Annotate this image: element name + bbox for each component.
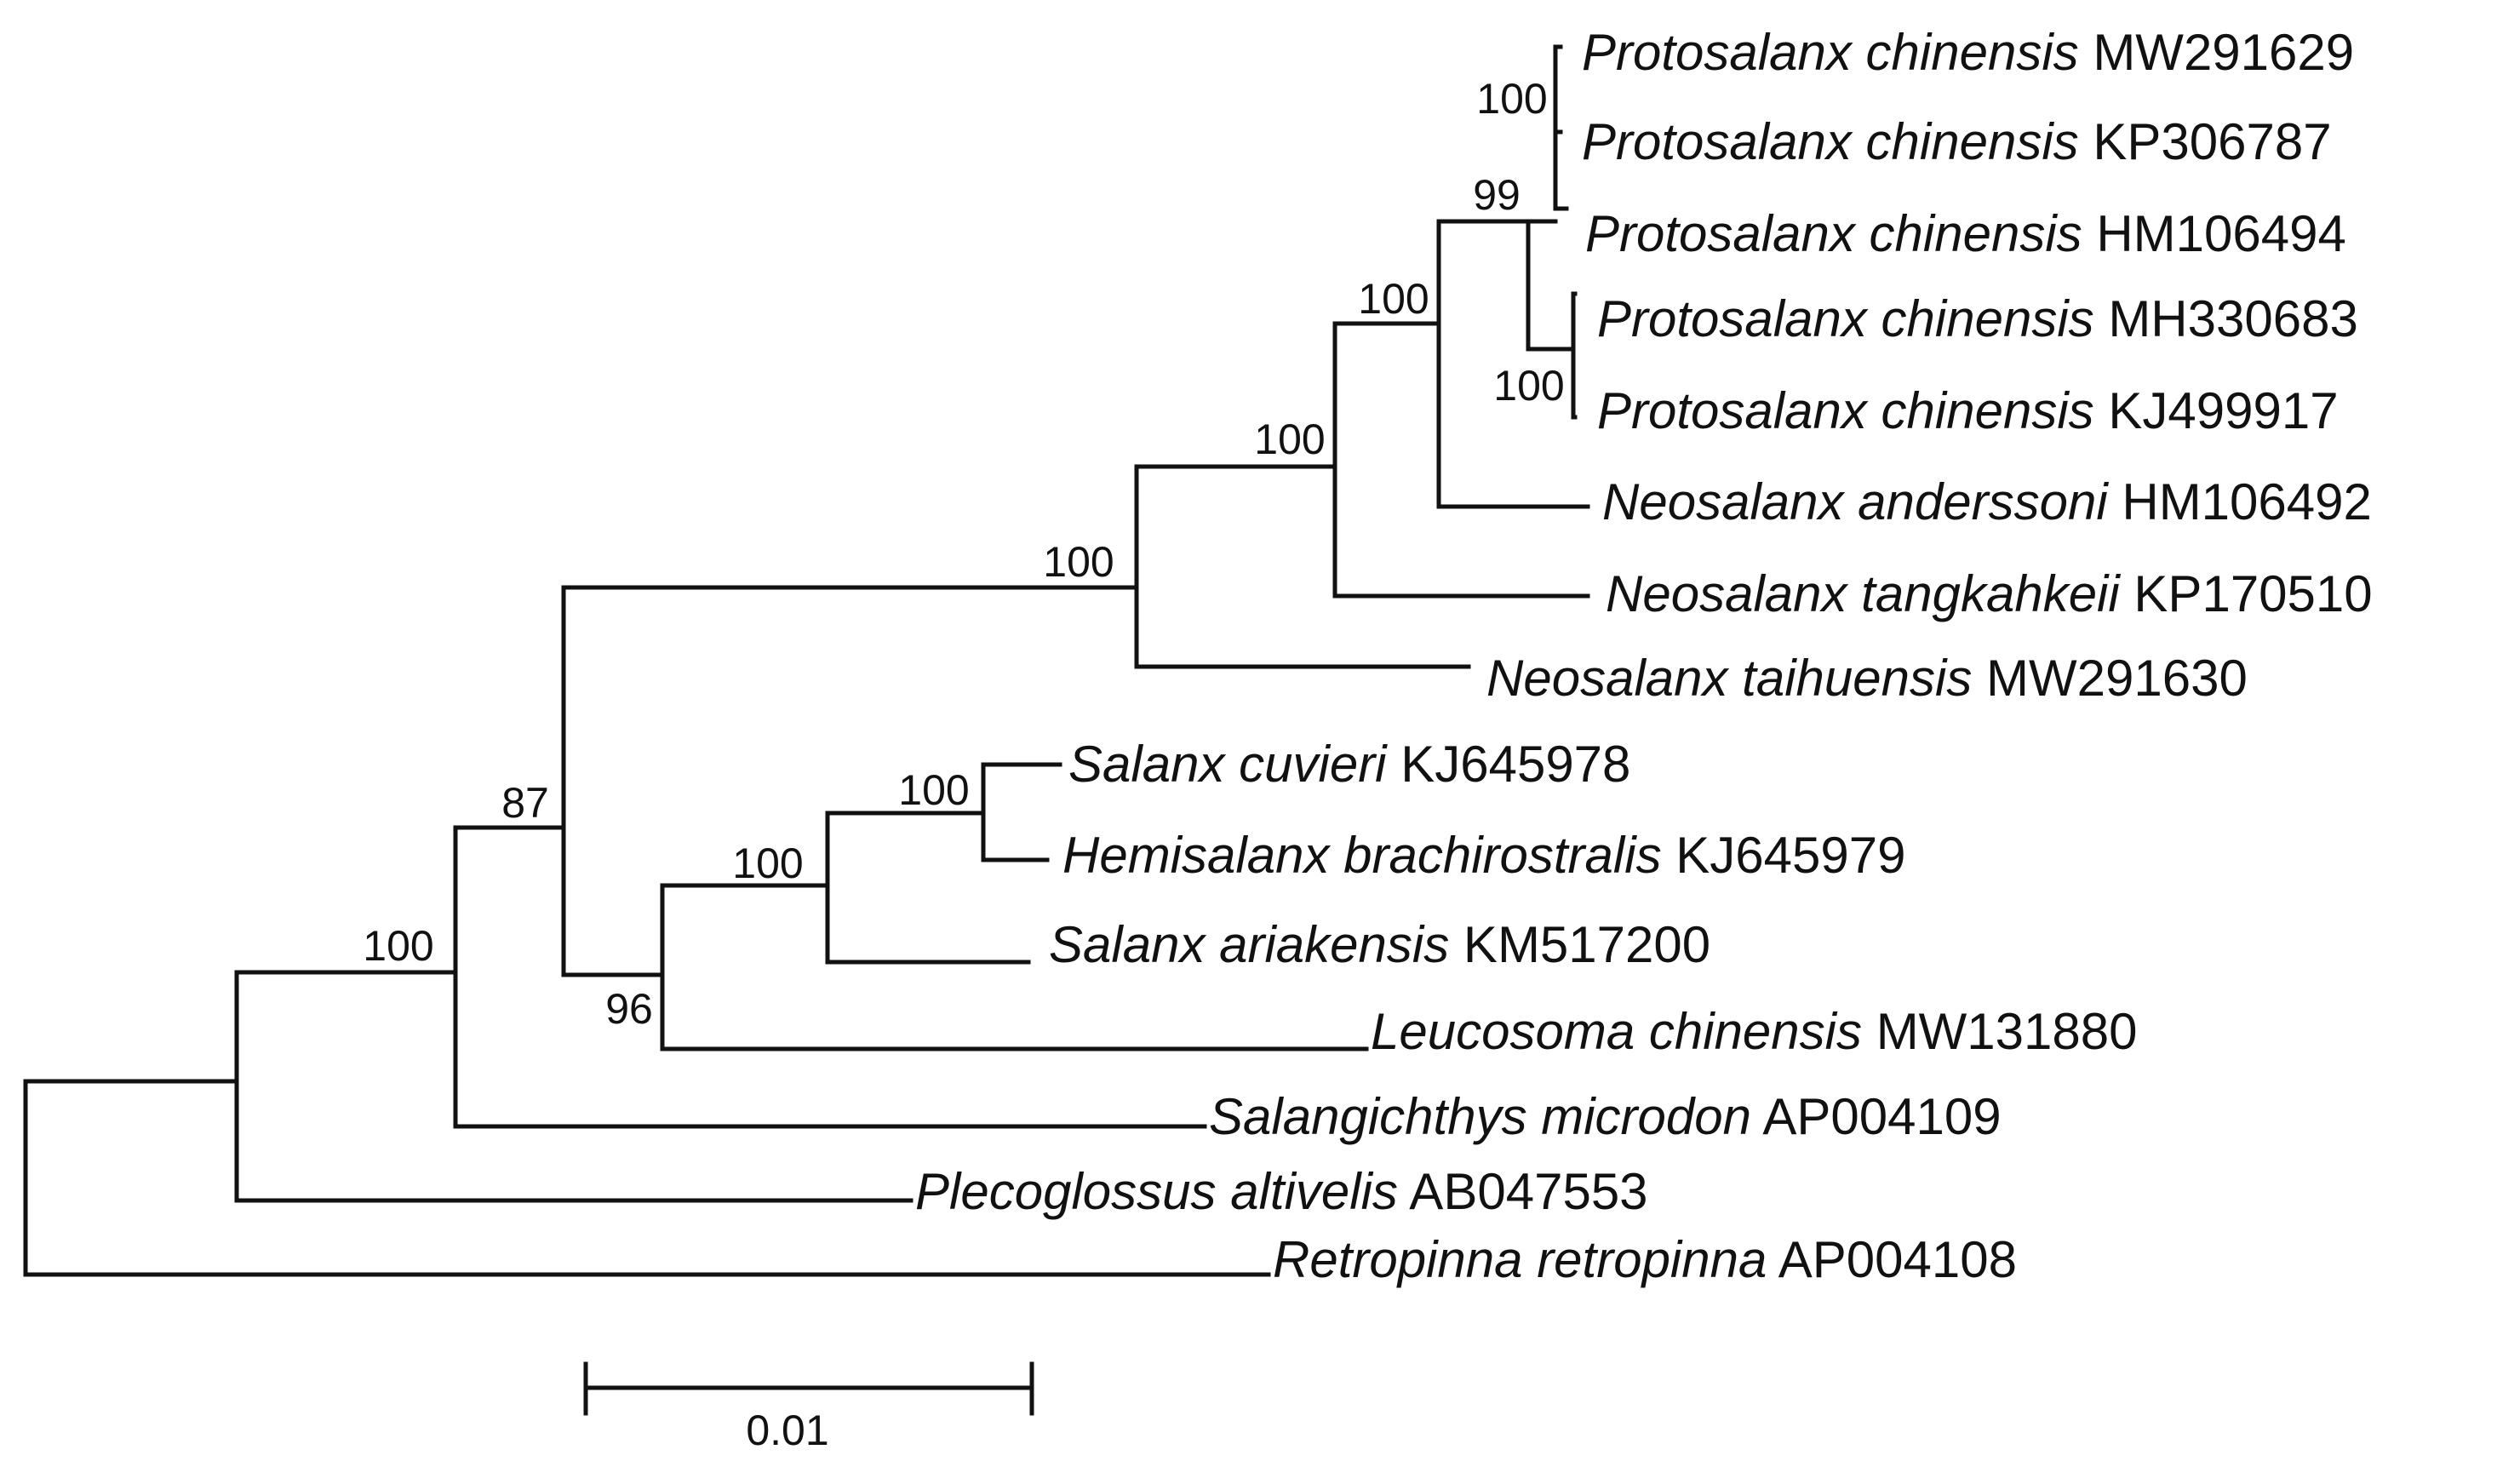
branch-salangidae-core — [561, 585, 1139, 977]
support-value: 87 — [501, 779, 549, 827]
branch-l9-l10 — [981, 762, 1062, 862]
leaf-label: Neosalanx taihuensis MW291630 — [1486, 650, 2248, 707]
support-value: 100 — [898, 766, 969, 814]
leaf-label: Protosalanx chinensis MH330683 — [1597, 290, 2358, 347]
branch-l7 — [1332, 321, 1590, 599]
leaf-label: Plecoglossus altivelis AB047553 — [915, 1163, 1648, 1220]
support-value: 100 — [1358, 275, 1429, 323]
leaf-labels: Protosalanx chinensis MW291629 Protosala… — [915, 24, 2373, 1288]
leaf-label: Neosalanx anderssoni HM106492 — [1602, 473, 2372, 530]
support-values: 100 99 100 100 100 100 100 100 96 87 100 — [363, 75, 1564, 1033]
support-value: 99 — [1473, 171, 1521, 219]
leaf-label: Salanx ariakensis KM517200 — [1049, 916, 1710, 973]
support-value: 100 — [1493, 362, 1564, 410]
support-value: 100 — [1043, 538, 1114, 586]
leaf-label: Leucosoma chinensis MW131880 — [1371, 1003, 2138, 1060]
branch-l6 — [1436, 219, 1590, 509]
leaf-label: Protosalanx chinensis HM106494 — [1585, 205, 2346, 262]
support-value: 100 — [363, 922, 433, 970]
leaf-label: Protosalanx chinensis KP306787 — [1582, 113, 2332, 170]
leaf-label: Salangichthys microdon AP004109 — [1209, 1088, 2002, 1145]
leaf-label: Salanx cuvieri KJ645978 — [1068, 736, 1630, 793]
tree-branches — [23, 44, 1590, 1277]
branch-protosalanx — [1526, 219, 1576, 352]
leaf-label: Hemisalanx brachirostralis KJ645979 — [1062, 827, 1905, 884]
leaf-label: Neosalanx tangkahkeii KP170510 — [1606, 565, 2373, 622]
branch-l8 — [1134, 464, 1471, 669]
leaf-label: Protosalanx chinensis KJ499917 — [1597, 382, 2339, 439]
branch-l1 — [1553, 44, 1563, 211]
scale-bar: 0.01 — [583, 1361, 1034, 1454]
leaf-label: Protosalanx chinensis MW291629 — [1582, 24, 2354, 81]
branch-l12 — [660, 883, 1369, 1051]
branch-l13 — [453, 825, 1207, 1129]
leaf-label: Retropinna retropinna AP004108 — [1273, 1231, 2017, 1288]
support-value: 96 — [605, 985, 653, 1033]
support-value: 100 — [1476, 75, 1547, 123]
branch-l11 — [825, 811, 1031, 965]
branch-clade-b — [1571, 291, 1578, 420]
branch-root — [23, 1079, 1271, 1277]
support-value: 100 — [1254, 415, 1325, 463]
branch-l14 — [234, 970, 914, 1203]
scale-bar-line — [583, 1361, 1034, 1416]
support-value: 100 — [732, 839, 803, 887]
scale-bar-label: 0.01 — [746, 1407, 828, 1454]
